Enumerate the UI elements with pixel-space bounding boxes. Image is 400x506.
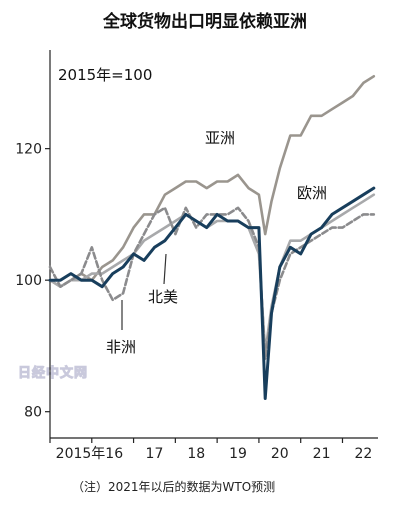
- north-america-leader-line: [163, 253, 167, 285]
- y-tick-label: 80: [24, 405, 42, 421]
- watermark-text: 日经中文网: [18, 365, 88, 381]
- x-tick-label: 17: [146, 446, 164, 462]
- chart-title: 全球货物出口明显依赖亚洲: [102, 11, 307, 32]
- series-layer: [48, 75, 376, 400]
- series-label-asia: 亚洲: [205, 129, 235, 147]
- x-tick-label: 20: [271, 446, 289, 462]
- series-line-europe: [48, 193, 376, 354]
- x-tick-label: 18: [187, 446, 205, 462]
- x-tick-label: 2015年16: [56, 446, 124, 462]
- y-axis: 80 100 120: [15, 50, 51, 438]
- series-label-north-america: 北美: [148, 288, 178, 306]
- chart-note: （注）2021年以后的数据为WTO预测: [72, 479, 275, 494]
- x-tick-label: 22: [354, 446, 372, 462]
- x-tick-label: 19: [229, 446, 247, 462]
- series-line-north-america: [48, 186, 376, 400]
- x-tick-label: 21: [313, 446, 331, 462]
- series-line-asia: [48, 75, 376, 288]
- watermark: 日经中文网: [18, 365, 88, 382]
- chart-subtitle: 2015年=100: [58, 66, 152, 84]
- series-labels: 亚洲 欧洲 北美 非洲: [106, 129, 327, 356]
- y-tick-label: 120: [15, 142, 42, 158]
- series-label-europe: 欧洲: [297, 184, 327, 202]
- series-label-africa: 非洲: [106, 338, 136, 356]
- y-tick-label: 100: [15, 273, 42, 289]
- x-axis: 2015年16 17 18 19 20 21 22: [49, 437, 378, 462]
